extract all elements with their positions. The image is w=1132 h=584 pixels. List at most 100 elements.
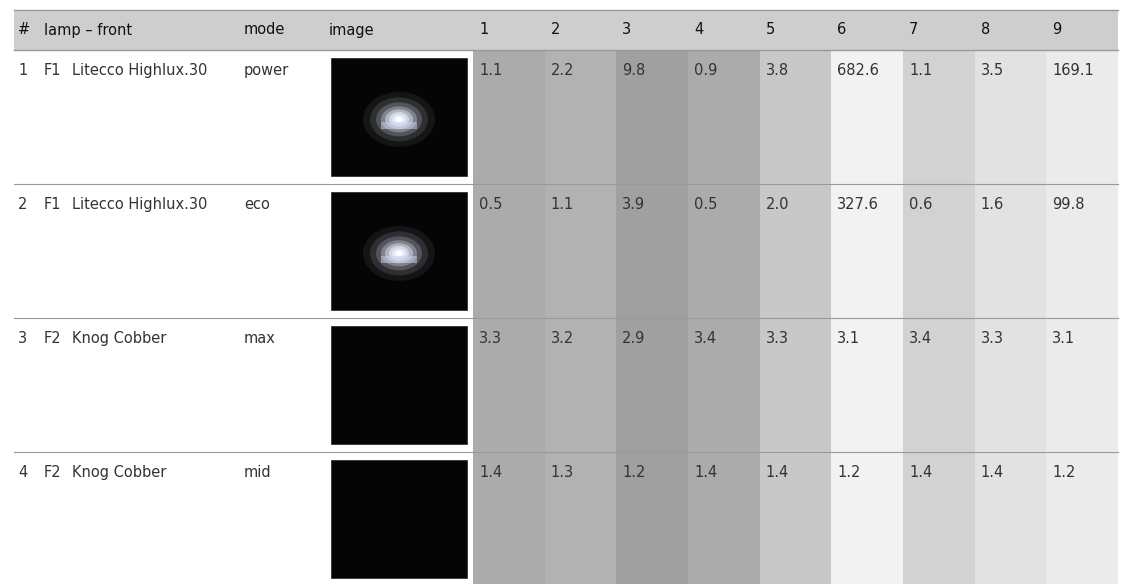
Bar (688, 50, 760, 184)
Text: 2: 2 (550, 23, 560, 37)
Text: 1.4: 1.4 (694, 465, 718, 480)
Bar (544, 452, 616, 584)
Text: eco: eco (245, 197, 269, 212)
Ellipse shape (370, 98, 428, 141)
Ellipse shape (381, 241, 417, 266)
Ellipse shape (385, 244, 413, 263)
Bar (331, 192, 468, 310)
Text: 3.2: 3.2 (550, 331, 574, 346)
Text: 1.4: 1.4 (765, 465, 789, 480)
Text: 2.0: 2.0 (765, 197, 789, 212)
Ellipse shape (389, 112, 409, 127)
Text: 3.5: 3.5 (980, 63, 1004, 78)
Text: 0.6: 0.6 (909, 197, 933, 212)
Bar (760, 184, 831, 318)
Bar (760, 318, 831, 452)
Text: 3: 3 (18, 331, 27, 346)
Bar (381, 123, 417, 130)
Ellipse shape (394, 250, 403, 257)
Text: 3.9: 3.9 (623, 197, 645, 212)
Text: max: max (245, 331, 276, 346)
Text: Knog Cobber: Knog Cobber (72, 465, 166, 480)
Text: 2.2: 2.2 (550, 63, 574, 78)
Text: 1.1: 1.1 (909, 63, 933, 78)
Bar (544, 50, 616, 184)
Bar (760, 50, 831, 184)
Text: 1.4: 1.4 (909, 465, 933, 480)
Bar (831, 318, 903, 452)
Ellipse shape (370, 231, 428, 276)
Text: mode: mode (245, 23, 285, 37)
Ellipse shape (389, 246, 409, 261)
Text: 3.4: 3.4 (694, 331, 718, 346)
Text: lamp – front: lamp – front (44, 23, 132, 37)
Text: F1: F1 (44, 197, 61, 212)
Ellipse shape (392, 248, 406, 258)
Text: 3.3: 3.3 (479, 331, 501, 346)
Text: 3.3: 3.3 (980, 331, 1004, 346)
Text: 1.1: 1.1 (550, 197, 574, 212)
Bar (473, 452, 544, 584)
Ellipse shape (376, 237, 422, 270)
Bar (14, 184, 473, 318)
Text: 6: 6 (838, 23, 847, 37)
Bar (473, 318, 544, 452)
Text: Knog Cobber: Knog Cobber (72, 331, 166, 346)
Bar (1046, 452, 1118, 584)
Bar (14, 452, 473, 584)
Bar (688, 318, 760, 452)
Bar (331, 326, 468, 444)
Text: image: image (329, 23, 375, 37)
Text: 2: 2 (18, 197, 27, 212)
Bar (14, 10, 1118, 50)
Text: 1.1: 1.1 (479, 63, 503, 78)
Ellipse shape (363, 92, 435, 147)
Bar (975, 184, 1046, 318)
Ellipse shape (381, 106, 417, 133)
Bar (903, 184, 975, 318)
Bar (544, 318, 616, 452)
Text: F2: F2 (44, 465, 61, 480)
Ellipse shape (394, 116, 403, 123)
Bar (688, 452, 760, 584)
Bar (831, 184, 903, 318)
Bar (688, 184, 760, 318)
Bar (544, 184, 616, 318)
Bar (331, 58, 468, 176)
Bar (616, 184, 688, 318)
Bar (975, 318, 1046, 452)
Text: 3: 3 (623, 23, 632, 37)
Bar (760, 452, 831, 584)
Text: 169.1: 169.1 (1053, 63, 1095, 78)
Text: Litecco Highlux.30: Litecco Highlux.30 (72, 63, 207, 78)
Text: 9.8: 9.8 (623, 63, 645, 78)
Text: 1: 1 (18, 63, 27, 78)
Text: 1.4: 1.4 (479, 465, 503, 480)
Text: power: power (245, 63, 290, 78)
Text: 2.9: 2.9 (623, 331, 645, 346)
Bar (1046, 50, 1118, 184)
Bar (14, 318, 473, 452)
Ellipse shape (395, 117, 403, 122)
Bar (903, 452, 975, 584)
Ellipse shape (392, 114, 406, 124)
Text: 0.9: 0.9 (694, 63, 718, 78)
Ellipse shape (376, 102, 422, 136)
Text: 3.4: 3.4 (909, 331, 932, 346)
Bar (903, 318, 975, 452)
Text: 1.4: 1.4 (980, 465, 1004, 480)
Text: 5: 5 (765, 23, 775, 37)
Bar (975, 50, 1046, 184)
Text: 4: 4 (18, 465, 27, 480)
Text: #: # (18, 23, 31, 37)
Text: 99.8: 99.8 (1053, 197, 1084, 212)
Bar (473, 184, 544, 318)
Text: 1.2: 1.2 (1053, 465, 1075, 480)
Text: Litecco Highlux.30: Litecco Highlux.30 (72, 197, 207, 212)
Text: mid: mid (245, 465, 272, 480)
Text: 1.2: 1.2 (623, 465, 645, 480)
Bar (616, 318, 688, 452)
Text: 0.5: 0.5 (479, 197, 503, 212)
Bar (616, 452, 688, 584)
Bar (381, 256, 417, 263)
